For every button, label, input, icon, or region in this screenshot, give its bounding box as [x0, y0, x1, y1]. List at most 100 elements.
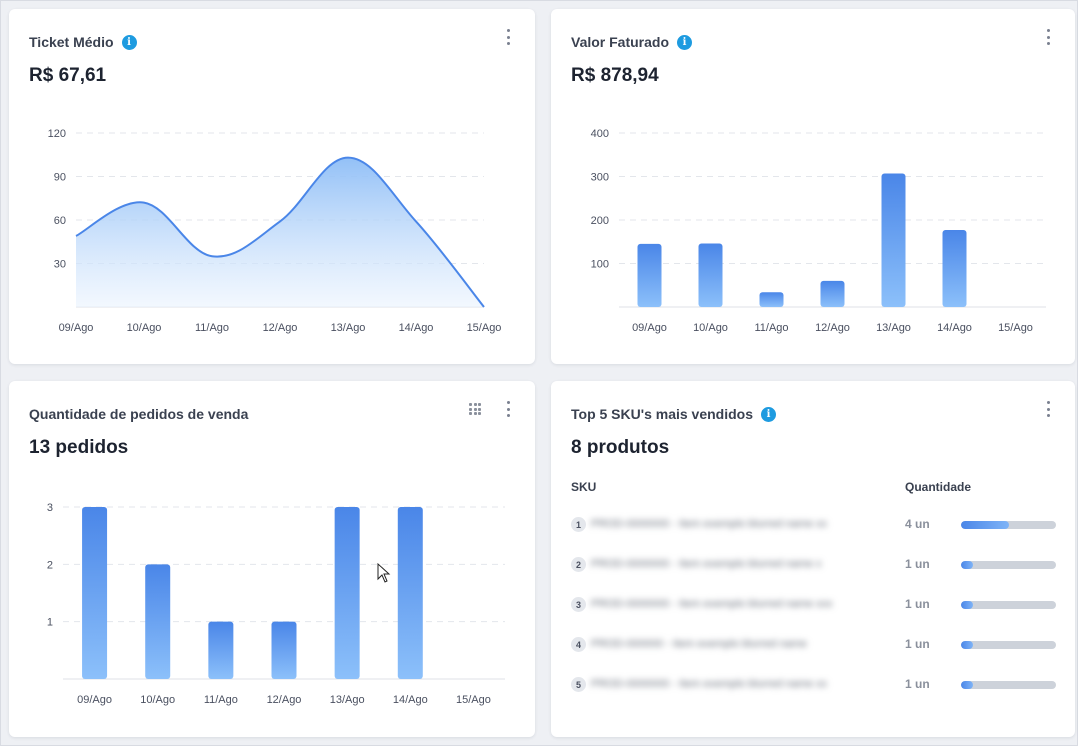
valor-y-tick-label: 200: [591, 215, 609, 227]
ticket-x-tick-label: 15/Ago: [467, 322, 502, 334]
valor-faturado-title: Valor Faturado: [571, 34, 670, 50]
sku-quantity: 1 un: [905, 597, 930, 611]
rank-badge: 4: [571, 637, 586, 652]
ticket-y-tick-label: 120: [48, 128, 66, 140]
more-options-icon[interactable]: [1045, 29, 1051, 45]
valor-bar[interactable]: [698, 243, 723, 307]
pedidos-bar[interactable]: [397, 507, 423, 679]
info-icon[interactable]: i: [677, 34, 693, 50]
sku-quantity: 1 un: [905, 637, 930, 651]
valor-x-tick-label: 14/Ago: [937, 322, 972, 334]
sku-list-item: 3 PROD-0000000 - Item exemplo blurred na…: [571, 594, 1061, 614]
sku-name-redacted: PROD-0000000 - Item exemplo blurred name…: [591, 598, 833, 610]
ticket-x-tick-label: 10/Ago: [127, 322, 162, 334]
rank-badge: 3: [571, 597, 586, 612]
sku-name-redacted: PROD-0000000 - Item exemplo blurred name…: [591, 558, 822, 570]
valor-y-tick-label: 100: [591, 259, 609, 271]
sku-list-item: 4 PROD-000000 - Item exemplo blurred nam…: [571, 634, 1061, 654]
pedidos-x-tick-label: 11/Ago: [204, 694, 238, 706]
sku-list-item: 1 PROD-0000000 - Item exemplo blurred na…: [571, 514, 1061, 534]
pedidos-chart: 1 2 3 09/Ago 10/Ago 11/Ago 12/Ago 13/Ago 14/Ago 1…: [47, 502, 505, 706]
sku-column-header: SKU: [571, 480, 597, 494]
info-icon[interactable]: i: [121, 34, 137, 50]
valor-faturado-chart: 100 200 300 400 09/Ago 10/Ago 11/Ago 12/Ago 13/A…: [591, 128, 1046, 334]
ticket-x-tick-label: 12/Ago: [263, 322, 298, 334]
valor-faturado-title-row: Valor Faturado i: [571, 34, 693, 50]
valor-y-tick-label: 300: [591, 172, 609, 184]
ticket-medio-title: Ticket Médio: [29, 34, 114, 50]
ticket-x-tick-label: 11/Ago: [195, 322, 229, 334]
more-options-icon[interactable]: [505, 401, 511, 417]
sku-quantity: 1 un: [905, 677, 930, 691]
pedidos-title-row: Quantidade de pedidos de venda: [29, 406, 248, 422]
ticket-area-fill: [76, 157, 484, 307]
quantity-bar: [961, 681, 1056, 689]
valor-bar[interactable]: [820, 280, 845, 307]
ticket-x-tick-label: 14/Ago: [399, 322, 434, 334]
valor-bar[interactable]: [942, 230, 967, 307]
sku-name-redacted: PROD-0000000 - Item exemplo blurred name…: [591, 678, 827, 690]
pedidos-x-tick-label: 12/Ago: [267, 694, 302, 706]
pedidos-title: Quantidade de pedidos de venda: [29, 406, 249, 422]
pedidos-bar[interactable]: [334, 507, 360, 679]
quantity-bar: [961, 601, 1056, 609]
pedidos-card: Quantidade de pedidos de venda 13 pedido…: [9, 381, 535, 737]
quantity-bar: [961, 641, 1056, 649]
sku-name-redacted: PROD-000000 - Item exemplo blurred name: [591, 638, 807, 650]
quantity-bar: [961, 521, 1056, 529]
more-options-icon[interactable]: [505, 29, 511, 45]
ticket-medio-chart: 30 60 90 120 09/Ago 10/Ago 11/Ago 12/Ago 13/Ago 1…: [48, 128, 502, 334]
valor-x-tick-label: 13/Ago: [876, 322, 911, 334]
valor-x-tick-label: 12/Ago: [815, 322, 850, 334]
valor-bar[interactable]: [759, 292, 784, 307]
ticket-medio-card: Ticket Médio i R$ 67,61 30 60 90 120 09/Ago 1…: [9, 9, 535, 364]
pedidos-y-tick-label: 3: [47, 502, 53, 514]
pedidos-x-tick-label: 15/Ago: [456, 694, 491, 706]
pedidos-bar[interactable]: [271, 621, 297, 679]
top-sku-value: 8 produtos: [571, 437, 670, 458]
ticket-medio-title-row: Ticket Médio i: [29, 34, 137, 50]
pedidos-x-tick-label: 13/Ago: [330, 694, 365, 706]
rank-badge: 2: [571, 557, 586, 572]
sku-quantity: 4 un: [905, 517, 930, 531]
valor-x-tick-label: 15/Ago: [998, 322, 1033, 334]
quantity-column-header: Quantidade: [905, 480, 972, 494]
ticket-y-tick-label: 60: [54, 215, 66, 227]
ticket-y-tick-label: 90: [54, 172, 66, 184]
pedidos-x-tick-label: 09/Ago: [77, 694, 112, 706]
valor-bar[interactable]: [637, 243, 662, 307]
pedidos-bar[interactable]: [145, 564, 171, 679]
pedidos-value: 13 pedidos: [29, 437, 129, 458]
pedidos-y-tick-label: 1: [47, 617, 53, 629]
valor-faturado-value: R$ 878,94: [571, 65, 659, 86]
pedidos-y-tick-label: 2: [47, 559, 53, 571]
valor-x-tick-label: 11/Ago: [754, 322, 788, 334]
pedidos-bar[interactable]: [208, 621, 234, 679]
valor-bar[interactable]: [881, 173, 906, 307]
pedidos-x-tick-label: 14/Ago: [393, 694, 428, 706]
top-sku-card: Top 5 SKU's mais vendidos i 8 produtos S…: [551, 381, 1075, 737]
valor-faturado-card: Valor Faturado i R$ 878,94 100 200 300 400 0…: [551, 9, 1075, 364]
ticket-series-line: [75, 156, 485, 308]
ticket-x-tick-label: 13/Ago: [331, 322, 366, 334]
valor-x-tick-label: 10/Ago: [693, 322, 728, 334]
sku-name-redacted: PROD-0000000 - Item exemplo blurred name…: [591, 518, 827, 530]
info-icon[interactable]: i: [761, 406, 776, 422]
ticket-medio-value: R$ 67,61: [29, 65, 107, 86]
sku-list-item: 5 PROD-0000000 - Item exemplo blurred na…: [571, 674, 1061, 694]
pedidos-bar[interactable]: [82, 507, 108, 679]
rank-badge: 5: [571, 677, 586, 692]
drag-grid-icon[interactable]: [469, 403, 481, 415]
top-sku-title-row: Top 5 SKU's mais vendidos i: [571, 406, 776, 422]
pedidos-x-tick-label: 10/Ago: [140, 694, 175, 706]
quantity-bar: [961, 561, 1056, 569]
ticket-x-tick-label: 09/Ago: [59, 322, 94, 334]
more-options-icon[interactable]: [1045, 401, 1051, 417]
mouse-cursor-icon: [377, 563, 391, 583]
sku-list-item: 2 PROD-0000000 - Item exemplo blurred na…: [571, 554, 1061, 574]
sku-quantity: 1 un: [905, 557, 930, 571]
valor-y-tick-label: 400: [591, 128, 609, 140]
top-sku-title: Top 5 SKU's mais vendidos: [571, 406, 753, 422]
valor-x-tick-label: 09/Ago: [632, 322, 667, 334]
ticket-y-tick-label: 30: [54, 259, 66, 271]
